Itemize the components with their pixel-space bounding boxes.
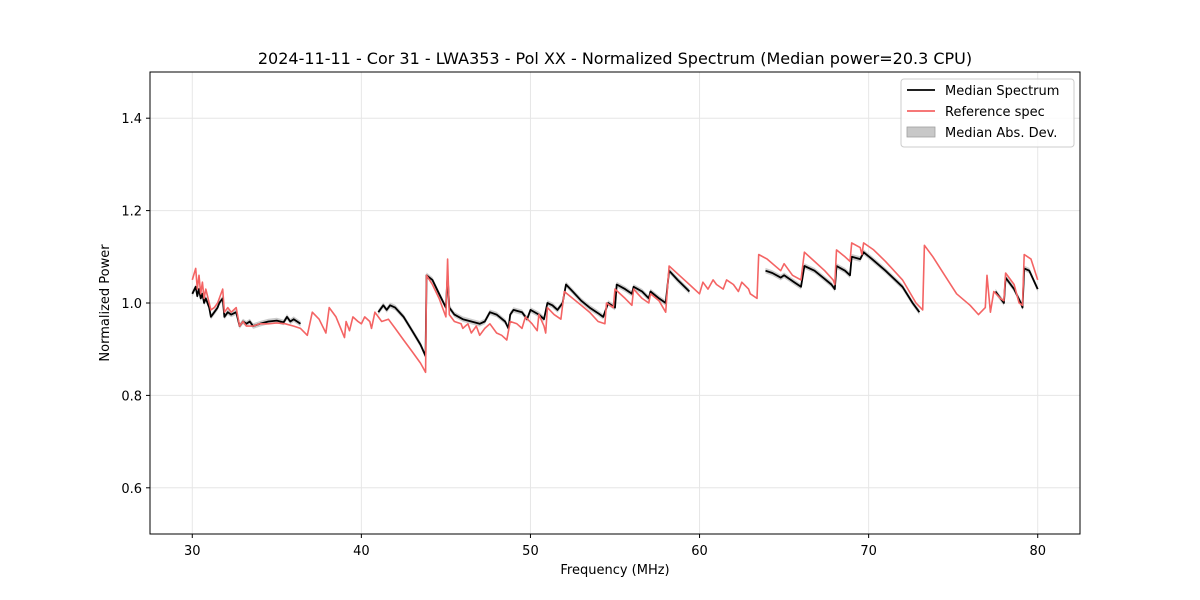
grid [150, 72, 1080, 534]
y-tick-label: 1.4 [121, 112, 142, 127]
legend-frame [900, 78, 1075, 148]
y-axis-ticks: 0.6 0.8 1.0 1.2 1.4 [121, 112, 150, 497]
x-tick-label: 50 [522, 544, 539, 559]
y-axis-label: Normalized Power [98, 244, 113, 362]
legend: Median Spectrum Reference spec Median Ab… [900, 78, 1075, 148]
legend-median-label: Median Spectrum [945, 84, 1059, 99]
legend-reference-label: Reference spec [945, 105, 1045, 120]
median-spectrum-line [191, 285, 302, 327]
reference-spec-layer [191, 242, 1039, 374]
x-axis-label: Frequency (MHz) [560, 563, 669, 578]
mad-band [378, 267, 690, 359]
x-tick-label: 40 [353, 544, 370, 559]
y-tick-label: 0.6 [121, 482, 142, 497]
legend-mad-label: Median Abs. Dev. [945, 126, 1057, 141]
reference-spec-line [191, 242, 1039, 374]
y-tick-label: 1.2 [121, 205, 142, 220]
y-tick-label: 1.0 [121, 297, 142, 312]
x-axis-ticks: 30 40 50 60 70 80 [184, 534, 1046, 559]
legend-mad-swatch [906, 126, 936, 138]
x-tick-label: 30 [184, 544, 201, 559]
x-tick-label: 60 [691, 544, 708, 559]
x-tick-label: 80 [1029, 544, 1046, 559]
chart-title: 2024-11-11 - Cor 31 - LWA353 - Pol XX - … [258, 49, 972, 68]
x-tick-label: 70 [860, 544, 877, 559]
y-tick-label: 0.8 [121, 389, 142, 404]
